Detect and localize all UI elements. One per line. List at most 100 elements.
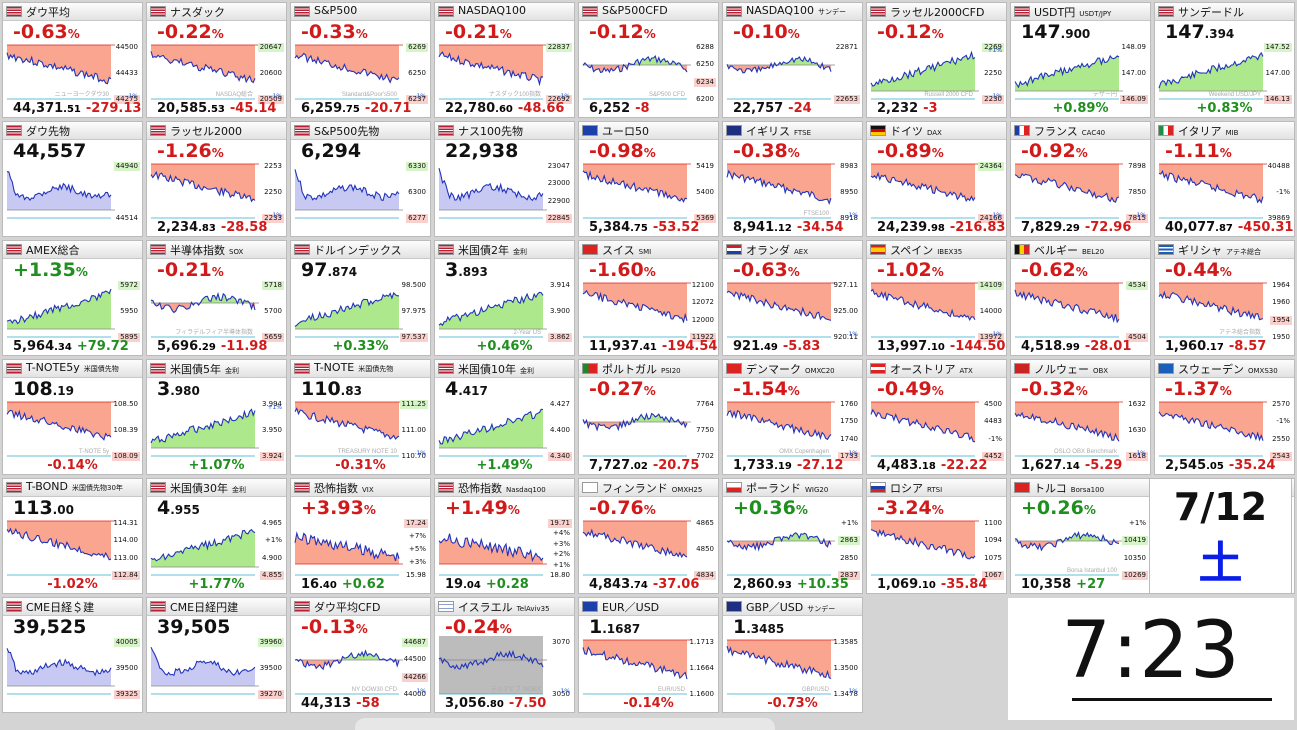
market-tile[interactable]: EUR/USD EUR／USD 1.1687 1.1713 1.1664 1.1600 -0… xyxy=(578,597,719,713)
market-tile[interactable]: フランス CAC40 -0.92% 7898 7850 7815 -1% 7,829.29 -7… xyxy=(1010,121,1151,237)
market-tile[interactable]: イタリア MIB -1.11% 40488 -1% 39869 40,077.87 -450.… xyxy=(1154,121,1295,237)
tile-name: ラッセル2000CFD xyxy=(890,4,984,20)
tile-subname: 米国債先物 xyxy=(358,365,394,373)
price-decimals: .04 xyxy=(463,580,481,591)
market-tile[interactable]: S&P500 CFD S&P500CFD -0.12% 6288 6250 6234 620… xyxy=(578,2,719,118)
flag-icon xyxy=(294,244,310,255)
price-chart xyxy=(870,163,979,219)
market-tile[interactable]: Weekend USD/JPY サンデードル 147.394 147.52 147.00… xyxy=(1154,2,1295,118)
big-value-unit: % xyxy=(643,384,656,398)
flag-icon xyxy=(582,482,598,493)
flag-icon xyxy=(438,363,454,374)
market-tile[interactable]: GBP/USD GBP／USD サンデー 1.3485 1.3585 1.3500 1.34… xyxy=(722,597,863,713)
market-tile[interactable]: CME日経＄建 39,525 40005 39500 39325 xyxy=(2,597,143,713)
chart-area xyxy=(1159,164,1263,203)
chart-area xyxy=(439,45,543,85)
market-tile[interactable]: ユーロ50 -0.98% 5419 5400 5369 5,384.75 -53.52 xyxy=(578,121,719,237)
market-tile[interactable]: スウェーデン OMXS30 -1.37% 2570 -1% 2550 2543 2,545.0… xyxy=(1154,359,1295,475)
market-tile[interactable]: 恐怖指数 VIX +3.93% 17.24 +7% +5% +3% 15.98 16.40 +0.… xyxy=(290,478,431,594)
market-tile[interactable]: 恐怖指数 Nasdaq100 +1.49% 19.71 +4% +3% +2% +1% 18.8… xyxy=(434,478,575,594)
tile-subname: 金利 xyxy=(232,486,246,494)
market-tile[interactable]: 2-Year US 米国債2年 金利 3.893 3.914 3.900 3.862 +0.4… xyxy=(434,240,575,356)
market-tile[interactable]: TREASURY NOTE 10 T-NOTE 米国債先物 110.83 111.25 1… xyxy=(290,359,431,475)
market-tile[interactable]: 米国債5年 金利 3.980 3.994 3.950 3.924 +1% +1.07% xyxy=(146,359,287,475)
market-tile[interactable]: T-BOND 米国債先物30年 113.00 114.31 114.00 113.00 11… xyxy=(2,478,143,594)
change-value: -28.01 xyxy=(1084,339,1132,354)
market-tile[interactable]: ドイツ DAX -0.89% 24364 24166 -1% 24,239.98 -216.8… xyxy=(866,121,1007,237)
market-tile[interactable]: Borsa Istanbul 100 トルコ Borsa100 +0.26% +1% 10… xyxy=(1010,478,1151,594)
market-tile[interactable]: ロシア RTSI -3.24% 1100 1094 1075 1067 1,069.10 -35… xyxy=(866,478,1007,594)
tile-footer: 2,545.05 -35.24 xyxy=(1165,458,1275,473)
bottom-handle[interactable] xyxy=(355,718,775,730)
axis-tag: 18.80 xyxy=(549,571,570,579)
change-percent: -1.02% xyxy=(877,259,944,281)
market-tile[interactable]: S&P500先物 6,294 6330 6300 6277 xyxy=(290,121,431,237)
chart-area xyxy=(727,640,831,679)
market-tile[interactable]: ナス100先物 22,938 23047 23000 22900 22845 xyxy=(434,121,575,237)
market-tile[interactable]: テザー円 USDT円 USDT/JPY 147.900 148.09 147.00 146.… xyxy=(1010,2,1151,118)
flag-icon xyxy=(438,601,454,612)
chart-area-down xyxy=(727,65,831,73)
market-tile[interactable]: アテネ総合指数 ギリシャ アテネ総合 -0.44% 1964 1960 1954 1950 1,… xyxy=(1154,240,1295,356)
market-tile[interactable]: ナスダック100指数 NASDAQ100 -0.21% 22837 22692 -1% 22… xyxy=(434,2,575,118)
price-line xyxy=(150,646,256,677)
current-price: 24,239 xyxy=(877,220,928,235)
market-tile[interactable]: ポルトガル PSI20 -0.27% 7764 7750 7702 7,727.02 -20.… xyxy=(578,359,719,475)
market-tile[interactable]: Standard&Poor's500 S&P500 -0.33% 6269 6250 62… xyxy=(290,2,431,118)
chart-watermark: アテネ総合指数 xyxy=(1219,328,1261,336)
market-tile[interactable]: NY DOW30 CFD ダウ平均CFD -0.13% 44687 44500 44266… xyxy=(290,597,431,713)
current-price: 19 xyxy=(445,577,464,592)
market-tile[interactable]: NASDAQ100 サンデー -0.10% 22871 22653 22,757 -24 xyxy=(722,2,863,118)
market-tile[interactable]: 米国債30年 金利 4.955 4.965 +1% 4.900 4.855 +1.77% xyxy=(146,478,287,594)
tile-name-text: T-NOTE xyxy=(314,361,355,374)
price-line xyxy=(870,171,976,203)
percent-gridline-label: -1% xyxy=(846,450,858,457)
market-tile[interactable]: ベルギー BEL20 -0.62% 4534 4504 4,518.99 -28.01 xyxy=(1010,240,1151,356)
price-decimals: .41 xyxy=(639,342,657,353)
market-tile[interactable]: ラッセル2000 -1.26% 2253 2250 2233 -1% 2,234.83 -28… xyxy=(146,121,287,237)
market-tile[interactable]: ニューヨークダウ30 ダウ平均 -0.63% 44500 44433 44275 -1% 44… xyxy=(2,2,143,118)
tile-footer: +1.77% xyxy=(147,577,286,592)
market-tile[interactable]: FTSE100 イギリス FTSE -0.38% 8983 8950 8918 -1% 8,94… xyxy=(722,121,863,237)
market-tile[interactable]: AMEX総合 +1.35% 5972 5950 5895 5,964.34 +79.72 xyxy=(2,240,143,356)
market-tile[interactable]: T-NOTE 5y T-NOTE5y 米国債先物 108.19 108.50 108.39… xyxy=(2,359,143,475)
market-tile[interactable]: スイス SMI -1.60% 12100 12072 12000 11922 11,937.4… xyxy=(578,240,719,356)
market-tile[interactable]: OSLO OBX Benchmark ノルウェー OBX -0.32% 1632 1630… xyxy=(1010,359,1151,475)
tile-name-text: USDT円 xyxy=(1034,6,1076,19)
change-value: -58 xyxy=(356,696,380,711)
tile-name: イギリス FTSE xyxy=(746,123,811,139)
market-tile[interactable]: オーストリア ATX -0.49% 4500 4483 -1% 4452 4,483.18 -2… xyxy=(866,359,1007,475)
price-chart: アテネ総合指数 xyxy=(1158,282,1267,338)
market-tile[interactable]: ダウ先物 44,557 44940 44514 xyxy=(2,121,143,237)
market-tile[interactable]: ドルインデックス 97.874 98.500 97.975 97.537 +0.33% xyxy=(290,240,431,356)
market-tile[interactable]: 米国債10年 金利 4.417 4.427 4.400 4.340 +1.49% xyxy=(434,359,575,475)
market-tile[interactable]: Russell 2000 CFD ラッセル2000CFD -0.12% 2269 225… xyxy=(866,2,1007,118)
current-price: 10,358 xyxy=(1021,577,1072,592)
big-value-unit: % xyxy=(643,265,656,279)
market-tile[interactable]: スペイン IBEX35 -1.02% 14109 14000 13972 -1% 13,997… xyxy=(866,240,1007,356)
tile-footer: 5,384.75 -53.52 xyxy=(589,220,699,235)
price-line xyxy=(870,408,976,443)
axis-tag: 3.924 xyxy=(259,452,284,461)
flag-icon xyxy=(870,125,886,136)
tile-name-text: イタリア xyxy=(1178,125,1222,138)
market-tile[interactable]: OMX Copenhagen デンマーク OMXC20 -1.54% 1760 1750 1… xyxy=(722,359,863,475)
change-percent: -0.10% xyxy=(733,21,800,43)
price-decimals: .75 xyxy=(342,104,360,115)
tile-footer: +0.83% xyxy=(1155,101,1294,116)
big-value-unit: % xyxy=(643,27,656,41)
axis-tag: 113.00 xyxy=(113,553,139,562)
market-tile[interactable]: オランダ AEX -0.63% 927.11 925.00 920.11 -1% 921.49… xyxy=(722,240,863,356)
market-tile[interactable]: CME日経円建 39,505 39960 39500 39270 xyxy=(146,597,287,713)
market-tile[interactable]: テルアビブ INDEX イスラエル TelAviv35 -0.24% 3070 3050-… xyxy=(434,597,575,713)
market-tile[interactable]: フィラデルフィア半導体指数 半導体指数 SOX -0.21% 5718 5700 5659 5… xyxy=(146,240,287,356)
price-chart: T-NOTE 5y xyxy=(6,401,115,457)
market-tile[interactable]: ポーランド WIG20 +0.36% +1% 2863 2850 2837 2,860.93 +… xyxy=(722,478,863,594)
axis-tag: 1964 xyxy=(1272,281,1290,289)
market-tile[interactable]: NASDAQ総合 ナスダック -0.22% 20647 20600 20509 -1% 20,… xyxy=(146,2,287,118)
tile-footer: 7,829.29 -72.96 xyxy=(1021,220,1131,235)
market-tile[interactable]: フィンランド OMXH25 -0.76% 4865 4850 4834 4,843.74 -3… xyxy=(578,478,719,594)
tile-header: ラッセル2000 xyxy=(147,122,286,140)
flag-icon xyxy=(6,6,22,17)
axis-tag: 6237 xyxy=(406,95,428,104)
